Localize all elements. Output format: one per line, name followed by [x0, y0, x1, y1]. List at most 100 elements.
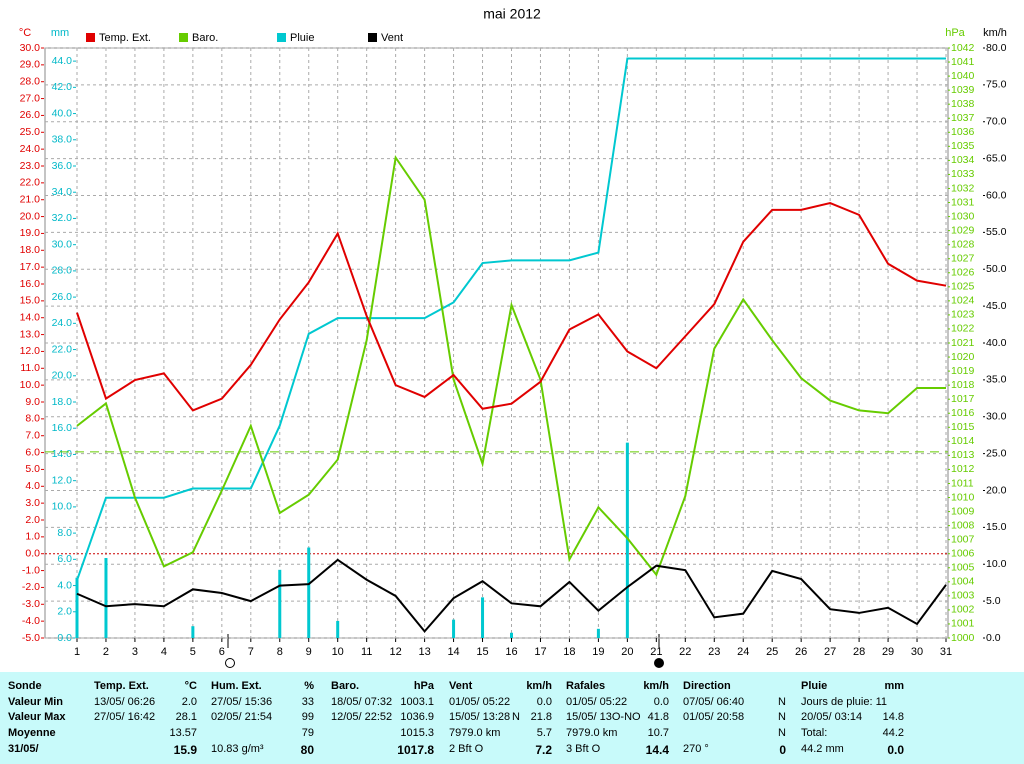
y-tick-label: 11.0: [20, 362, 40, 374]
y-tick-label: 1015: [951, 421, 975, 433]
legend-label: Vent: [381, 32, 403, 44]
y-tick-label: 16.0: [20, 278, 41, 290]
y-tick-label: 75.0: [986, 79, 1007, 91]
y-tick-label: 24.0: [20, 143, 41, 155]
y-tick-label: 34.0: [52, 186, 73, 198]
cell-value: 1015.3: [400, 727, 434, 739]
y-tick-label: 1038: [951, 98, 975, 110]
y-tick-label: 1024: [951, 295, 975, 307]
y-tick-label: 30.0: [20, 42, 41, 54]
cell-value: 41.8: [647, 711, 669, 723]
x-tick-label: 16: [505, 646, 517, 658]
y-tick-label: 1.0: [25, 531, 40, 543]
y-tick-label: 44.0: [52, 55, 73, 67]
column-title: Hum. Ext.: [211, 680, 262, 692]
cell-label: 15/05/ 13:28: [449, 711, 511, 723]
y-tick-label: 1019: [951, 365, 975, 377]
rain-bar: [596, 628, 600, 638]
x-tick-label: 21: [650, 646, 662, 658]
column-unit: km/h: [643, 680, 669, 692]
rain-bar: [336, 620, 340, 638]
cell-value: 0.0: [887, 743, 904, 757]
series-line: [76, 202, 947, 412]
y-tick-label: 1040: [951, 70, 975, 82]
y-tick-label: 20.0: [52, 370, 73, 382]
column-unit: %: [304, 680, 314, 692]
axis-unit: hPa: [945, 27, 965, 39]
axis-unit: km/h: [983, 27, 1007, 39]
y-tick-label: 26.0: [20, 109, 41, 121]
chart-title: mai 2012: [483, 6, 541, 22]
cell-value: 13.57: [169, 727, 197, 739]
cell-value: 21.8: [530, 711, 552, 723]
cell-value: 0: [779, 743, 786, 757]
cell-label: 10.83 g/m³: [211, 743, 264, 755]
cell-value: 80: [300, 743, 314, 757]
cell-label: 270 °: [683, 743, 709, 755]
cell-label: 15/05/ 13O-NO: [566, 711, 641, 723]
cell-value: 79: [301, 727, 314, 739]
cell-value: 0.0: [536, 696, 552, 708]
y-tick-label: 15.0: [20, 295, 41, 307]
y-tick-label: 15.0: [986, 521, 1007, 533]
y-tick-label: 1028: [951, 238, 975, 250]
x-tick-label: 14: [447, 646, 459, 658]
y-tick-label: 55.0: [986, 226, 1007, 238]
x-tick-label: 20: [621, 646, 633, 658]
y-tick-label: 18.0: [52, 396, 73, 408]
y-tick-label: 1009: [951, 505, 975, 517]
y-tick-label: 1032: [951, 182, 975, 194]
y-tick-label: 10.0: [986, 558, 1007, 570]
cell-label: 02/05/ 21:54: [211, 711, 273, 723]
y-tick-label: 1029: [951, 224, 975, 236]
row-label: Moyenne: [8, 727, 56, 739]
cell-label: 20/05/ 03:14: [801, 711, 863, 723]
y-tick-label: 1006: [951, 547, 975, 559]
y-tick-label: 1033: [951, 168, 975, 180]
y-tick-label: 0.0: [25, 547, 40, 559]
axis-unit: mm: [51, 27, 69, 39]
moon-icon: [225, 658, 235, 668]
cell-value: 14.8: [882, 711, 904, 723]
y-tick-label: 26.0: [52, 291, 73, 303]
y-tick-label: 80.0: [986, 42, 1007, 54]
row-label: Sonde: [8, 680, 42, 692]
x-tick-label: 8: [277, 646, 283, 658]
y-tick-label: 28.0: [52, 265, 73, 277]
y-tick-label: -3.0: [22, 598, 40, 610]
y-tick-label: 29.0: [20, 59, 41, 71]
y-tick-label: 1021: [951, 337, 975, 349]
x-tick-label: 22: [679, 646, 691, 658]
y-tick-label: 1016: [951, 407, 975, 419]
cell-label: 7979.0 km: [449, 727, 501, 739]
legend-swatch: [179, 33, 188, 42]
row-label: Valeur Max: [8, 711, 66, 723]
y-tick-label: 1031: [951, 196, 975, 208]
x-tick-label: 7: [248, 646, 254, 658]
cell-value: 99: [301, 711, 314, 723]
column-unit: hPa: [413, 680, 434, 692]
column-title: Pluie: [801, 680, 828, 692]
cell-value: 10.7: [647, 727, 669, 739]
y-tick-label: 1003: [951, 590, 975, 602]
row-label: 31/05/: [8, 743, 39, 755]
y-tick-label: 1022: [951, 323, 975, 335]
cell-label: 44.2 mm: [801, 743, 844, 755]
y-tick-label: 10.0: [20, 379, 41, 391]
legend-swatch: [86, 33, 95, 42]
cell-label: 13/05/ 06:26: [94, 696, 156, 708]
y-tick-label: 22.0: [52, 343, 73, 355]
x-tick-label: 9: [306, 646, 312, 658]
y-tick-label: -5.0: [22, 632, 40, 644]
x-tick-label: 27: [824, 646, 836, 658]
y-tick-label: 30.0: [52, 238, 73, 250]
cell-label: 2 Bft O: [449, 743, 484, 755]
y-tick-label: 1013: [951, 449, 975, 461]
x-tick-label: 3: [132, 646, 138, 658]
y-tick-label: 1037: [951, 112, 975, 124]
y-tick-label: 2.0: [57, 606, 72, 618]
column-title: Temp. Ext.: [94, 680, 149, 692]
cell-label: 27/05/ 15:36: [211, 696, 273, 708]
y-tick-label: 1010: [951, 491, 975, 503]
y-tick-label: 20.0: [986, 484, 1007, 496]
